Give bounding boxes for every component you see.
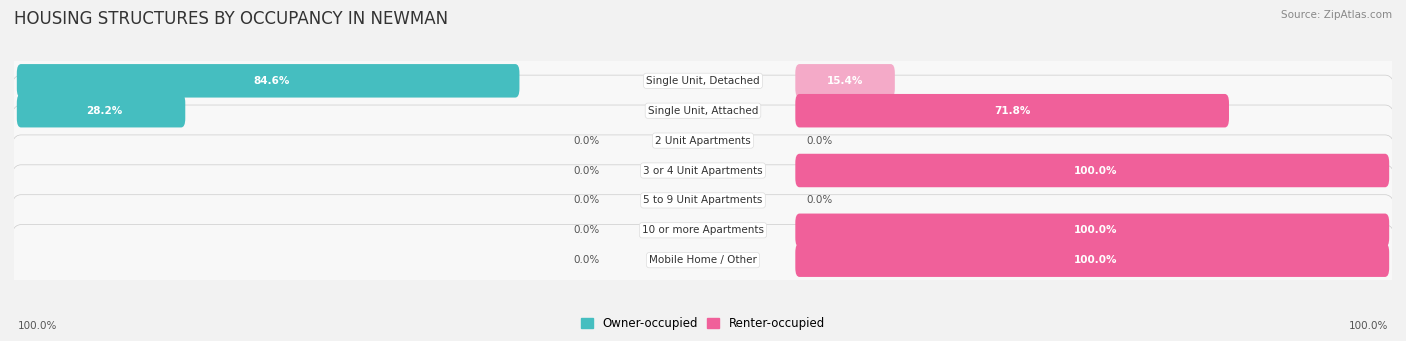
Text: Single Unit, Attached: Single Unit, Attached xyxy=(648,106,758,116)
Text: Source: ZipAtlas.com: Source: ZipAtlas.com xyxy=(1281,10,1392,20)
Text: 0.0%: 0.0% xyxy=(574,225,599,235)
FancyBboxPatch shape xyxy=(796,64,894,98)
FancyBboxPatch shape xyxy=(796,154,1389,187)
Text: 10 or more Apartments: 10 or more Apartments xyxy=(643,225,763,235)
Text: 100.0%: 100.0% xyxy=(1348,321,1388,331)
FancyBboxPatch shape xyxy=(796,243,1389,277)
Text: 0.0%: 0.0% xyxy=(574,136,599,146)
FancyBboxPatch shape xyxy=(10,195,1396,266)
FancyBboxPatch shape xyxy=(10,105,1396,176)
FancyBboxPatch shape xyxy=(10,225,1396,296)
FancyBboxPatch shape xyxy=(796,94,1229,128)
Text: 100.0%: 100.0% xyxy=(18,321,58,331)
FancyBboxPatch shape xyxy=(796,213,1389,247)
Text: 100.0%: 100.0% xyxy=(1074,225,1118,235)
Legend: Owner-occupied, Renter-occupied: Owner-occupied, Renter-occupied xyxy=(576,312,830,335)
Text: 0.0%: 0.0% xyxy=(574,195,599,205)
Text: 71.8%: 71.8% xyxy=(994,106,1031,116)
Text: HOUSING STRUCTURES BY OCCUPANCY IN NEWMAN: HOUSING STRUCTURES BY OCCUPANCY IN NEWMA… xyxy=(14,10,449,28)
Text: 3 or 4 Unit Apartments: 3 or 4 Unit Apartments xyxy=(643,165,763,176)
Text: 0.0%: 0.0% xyxy=(807,195,832,205)
Text: 28.2%: 28.2% xyxy=(86,106,122,116)
Text: 5 to 9 Unit Apartments: 5 to 9 Unit Apartments xyxy=(644,195,762,205)
FancyBboxPatch shape xyxy=(10,75,1396,146)
Text: 2 Unit Apartments: 2 Unit Apartments xyxy=(655,136,751,146)
Text: Mobile Home / Other: Mobile Home / Other xyxy=(650,255,756,265)
Text: 84.6%: 84.6% xyxy=(253,76,290,86)
Text: Single Unit, Detached: Single Unit, Detached xyxy=(647,76,759,86)
Text: 100.0%: 100.0% xyxy=(1074,255,1118,265)
Text: 0.0%: 0.0% xyxy=(574,255,599,265)
FancyBboxPatch shape xyxy=(10,165,1396,236)
FancyBboxPatch shape xyxy=(17,94,186,128)
FancyBboxPatch shape xyxy=(17,64,519,98)
FancyBboxPatch shape xyxy=(10,135,1396,206)
FancyBboxPatch shape xyxy=(10,45,1396,116)
Text: 100.0%: 100.0% xyxy=(1074,165,1118,176)
Text: 0.0%: 0.0% xyxy=(807,136,832,146)
Text: 15.4%: 15.4% xyxy=(827,76,863,86)
Text: 0.0%: 0.0% xyxy=(574,165,599,176)
